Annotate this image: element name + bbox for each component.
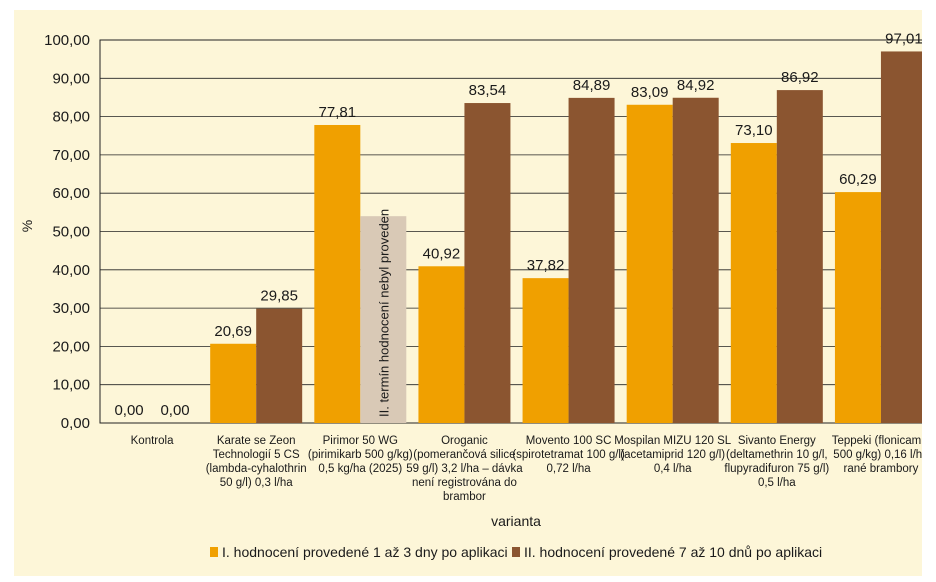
data-label: 0,00 [160, 402, 189, 419]
placeholder-label: II. termín hodnocení nebyl proveden [376, 209, 391, 417]
x-tick-label-line: Movento 100 SC [526, 435, 612, 447]
x-tick-label: Sivanto Energy (deltamethrin 10 g/l, flupy… [724, 435, 829, 489]
y-tick-label: 0,00 [61, 415, 90, 432]
data-label: 84,89 [573, 77, 611, 94]
x-tick-label-line: 0,72 l/ha [547, 463, 592, 475]
x-tick-label-line: 50 g/l) 0,3 l/ha [220, 477, 293, 489]
bar-series2 [880, 51, 927, 424]
placeholder-bar [360, 216, 407, 423]
data-label: 83,54 [469, 82, 507, 99]
x-tick-label: Karate se Zeon Technologií 5 CS (lambda-cy… [206, 435, 307, 489]
legend-swatch-series1 [210, 547, 218, 557]
bar-series2 [672, 97, 719, 423]
x-tick-label-line: (deltamethrin 10 g/l, [726, 449, 828, 461]
x-tick-label-line: rané brambory [844, 463, 919, 475]
bar-series2 [256, 308, 303, 423]
bar-series2 [568, 97, 615, 423]
x-tick-label-line: 0,4 l/ha [654, 463, 692, 475]
bar-series1 [314, 124, 361, 423]
data-label: 83,09 [631, 84, 669, 101]
x-tick-label-line: není registrována do [412, 477, 517, 489]
legend: I. hodnocení provedené 1 až 3 dny po apl… [210, 544, 822, 560]
x-tick-label-line: 0,5 l/ha [758, 477, 796, 489]
x-tick-labels: Kontrola Karate se Zeon Technologií 5 CS (l… [131, 435, 931, 503]
x-tick-label-line: brambor [443, 491, 486, 503]
y-tick-label: 70,00 [52, 147, 90, 164]
x-tick-label-line: Mospilan MIZU 120 SL [614, 435, 732, 447]
y-tick-label: 20,00 [52, 338, 90, 355]
data-label: 40,92 [423, 245, 461, 262]
data-label: 73,10 [735, 122, 773, 139]
data-label: 97,01 [885, 30, 922, 47]
x-tick-label-line: Technologií 5 CS [213, 449, 300, 461]
x-tick-label-line: Teppeki (flonicamid [832, 435, 922, 447]
y-tick-label: 40,00 [52, 262, 90, 279]
x-tick-label: Oroganic (pomerančová silice 59 g/l) 3,2 l… [406, 435, 523, 503]
y-tick-label: 100,00 [44, 32, 90, 49]
x-axis-title: varianta [491, 513, 541, 529]
y-tick-labels: 0,00 10,00 20,00 30,00 40,00 50,00 60,00 70,00 8… [44, 32, 90, 432]
x-tick-label-line: (pirimikarb 500 g/kg) [308, 449, 413, 461]
data-label: 84,92 [677, 77, 715, 94]
bar-series1 [730, 143, 777, 424]
y-tick-label: 80,00 [52, 109, 90, 126]
x-tick-label-line: (acetamiprid 120 g/l) [620, 449, 725, 461]
x-tick-label: Pirimor 50 WG (pirimikarb 500 g/kg) 0,5 kg… [308, 435, 413, 475]
x-tick-label-line: (pomerančová silice [413, 449, 515, 461]
legend-swatch-series2 [512, 547, 520, 557]
data-label: 37,82 [527, 257, 565, 274]
x-tick-label-line: (spirotetramat 100 g/l) [512, 449, 625, 461]
legend-label: II. hodnocení provedené 7 až 10 dnů po a… [524, 544, 822, 560]
x-tick-label-line: Pirimor 50 WG [323, 435, 398, 447]
x-tick-label-line: 500 g/kg) 0,16 l/ha [833, 449, 922, 461]
x-tick-label-line: (lambda-cyhalothrin [206, 463, 307, 475]
bar-series2 [776, 90, 823, 423]
x-tick-label-line: Oroganic [441, 435, 488, 447]
data-label: 20,69 [214, 323, 252, 340]
y-tick-label: 10,00 [52, 377, 90, 394]
x-tick-label-line: 0,5 kg/ha (2025) [318, 463, 402, 475]
x-tick-label: Kontrola [131, 435, 174, 447]
x-tick-label: Teppeki (flonicamid 500 g/kg) 0,16 l/ha ra… [832, 435, 922, 475]
x-tick-label-line: Kontrola [131, 435, 174, 447]
y-axis-title: % [19, 220, 35, 232]
bar-series1 [418, 266, 465, 423]
bar-series1 [834, 192, 881, 423]
bar-series1 [210, 343, 257, 423]
y-tick-label: 60,00 [52, 185, 90, 202]
bar-series2 [464, 103, 511, 423]
bars: 0,00 20,69 77,81 40,92 37,82 83,09 73,10 60,29 0… [114, 30, 927, 424]
x-tick-label-line: Karate se Zeon [217, 435, 296, 447]
bar-series1 [522, 278, 569, 423]
x-tick-label-line: flupyradifuron 75 g/l) [724, 463, 829, 475]
x-tick-label-line: Sivanto Energy [738, 435, 816, 447]
bar-chart: 0,00 10,00 20,00 30,00 40,00 50,00 60,00 70,00 8… [19, 30, 934, 560]
data-label: 60,29 [839, 171, 877, 188]
x-tick-label-line: 59 g/l) 3,2 l/ha – dávka [406, 463, 523, 475]
y-tick-label: 50,00 [52, 224, 90, 241]
y-tick-label: 90,00 [52, 70, 90, 87]
data-label: 77,81 [319, 104, 357, 121]
chart-frame: 0,00 10,00 20,00 30,00 40,00 50,00 60,00 70,00 8… [14, 10, 934, 576]
data-label: 0,00 [114, 402, 143, 419]
data-label: 86,92 [781, 69, 819, 86]
bar-series1 [626, 104, 673, 424]
y-tick-label: 30,00 [52, 300, 90, 317]
x-tick-label: Movento 100 SC (spirotetramat 100 g/l) 0,7… [512, 435, 625, 475]
data-label: 29,85 [260, 288, 298, 305]
x-tick-label: Mospilan MIZU 120 SL (acetamiprid 120 g/l… [614, 435, 732, 475]
legend-label: I. hodnocení provedené 1 až 3 dny po apl… [222, 544, 508, 560]
